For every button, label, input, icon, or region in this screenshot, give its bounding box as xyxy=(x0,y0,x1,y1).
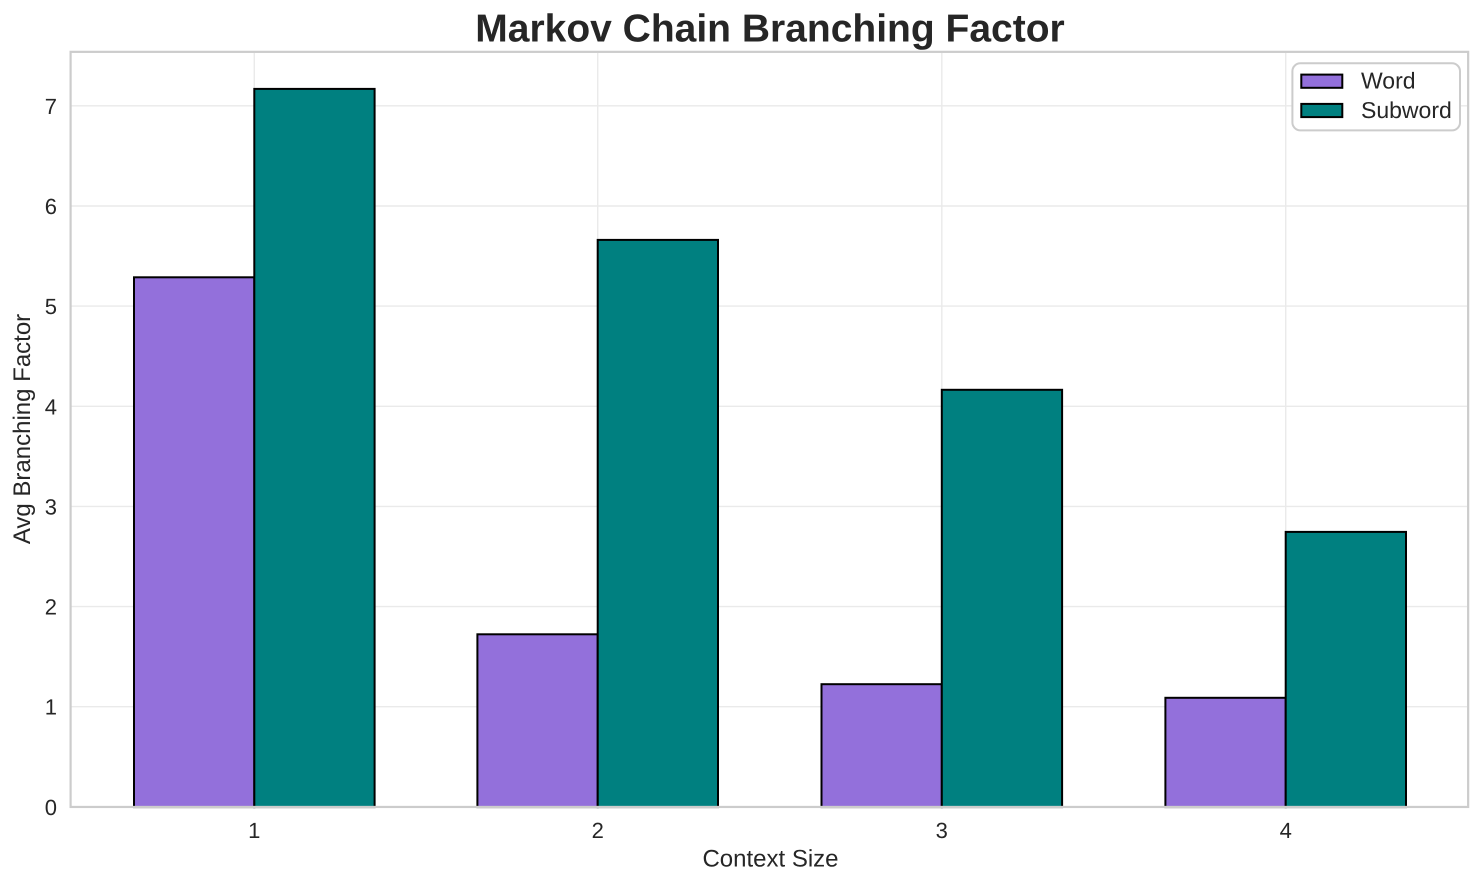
svg-text:6: 6 xyxy=(45,194,57,219)
svg-text:1: 1 xyxy=(45,695,57,720)
svg-text:0: 0 xyxy=(45,795,57,820)
svg-text:1: 1 xyxy=(248,818,260,843)
svg-text:4: 4 xyxy=(45,394,57,419)
svg-text:5: 5 xyxy=(45,294,57,319)
svg-text:3: 3 xyxy=(936,818,948,843)
svg-text:2: 2 xyxy=(45,595,57,620)
svg-text:Markov Chain Branching Factor: Markov Chain Branching Factor xyxy=(475,8,1064,51)
svg-text:Avg Branching Factor: Avg Branching Factor xyxy=(9,314,36,544)
svg-text:Subword: Subword xyxy=(1361,97,1452,123)
svg-text:2: 2 xyxy=(592,818,604,843)
svg-text:Word: Word xyxy=(1361,68,1416,94)
svg-text:4: 4 xyxy=(1280,818,1292,843)
svg-text:Context Size: Context Size xyxy=(702,845,838,872)
svg-text:3: 3 xyxy=(45,494,57,519)
svg-text:7: 7 xyxy=(45,94,57,119)
